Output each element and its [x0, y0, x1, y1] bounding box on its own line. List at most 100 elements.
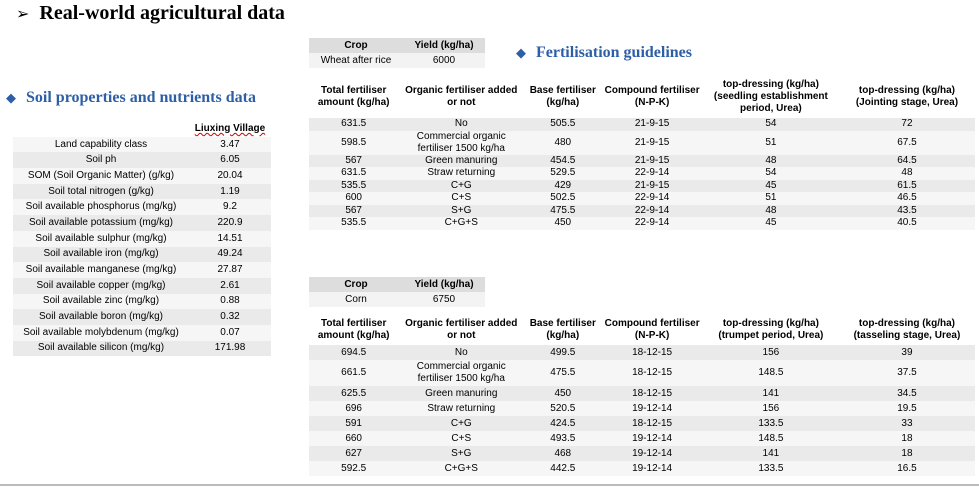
table-cell: 475.5 — [524, 204, 602, 217]
table-cell: 627 — [309, 446, 399, 461]
page-title: ➢ Real-world agricultural data — [16, 2, 285, 25]
table-row: Soil available copper (mg/kg) 2.61 — [13, 277, 271, 294]
table-cell: 48 — [702, 154, 839, 167]
wheat-crop-table: Crop Yield (kg/ha) Wheat after rice 6000 — [309, 38, 485, 68]
crop-header: Crop — [309, 38, 403, 53]
soil-property-value: 14.51 — [189, 230, 271, 247]
table-row: Soil available zinc (mg/kg) 0.88 — [13, 293, 271, 310]
table-row: Soil available phosphorus (mg/kg) 9.2 — [13, 199, 271, 216]
table-cell: 450 — [524, 386, 602, 401]
table-row: 600 C+S 502.5 22-9-14 51 46.5 — [309, 192, 975, 205]
table-cell: 631.5 — [309, 167, 399, 180]
table-row: Soil available potassium (mg/kg) 220.9 — [13, 215, 271, 231]
table-cell: 156 — [702, 401, 839, 416]
soil-property-value: 2.61 — [189, 277, 271, 294]
table-cell: 18-12-15 — [601, 345, 703, 360]
soil-property-value: 1.19 — [189, 183, 271, 200]
soil-property-value: 0.88 — [189, 293, 271, 310]
table-cell: 592.5 — [309, 461, 399, 476]
table-cell: 156 — [702, 345, 839, 360]
table-cell: 591 — [309, 416, 399, 431]
table-row: Land capability class 3.47 — [13, 136, 271, 153]
table-cell: 493.5 — [524, 431, 602, 446]
corn-crop-table: Crop Yield (kg/ha) Corn 6750 — [309, 277, 485, 307]
table-cell: 133.5 — [702, 416, 839, 431]
column-header: Total fertiliser amount (kg/ha) — [309, 76, 399, 118]
table-cell: 535.5 — [309, 179, 399, 192]
table-cell: Commercial organic fertiliser 1500 kg/ha — [398, 360, 525, 386]
yield-header: Yield (kg/ha) — [403, 277, 485, 292]
soil-property-label: Soil ph — [13, 152, 189, 169]
soil-property-value: 3.47 — [189, 136, 271, 153]
table-cell: 54 — [702, 118, 839, 131]
soil-property-value: 27.87 — [189, 262, 271, 278]
table-cell: 21-9-15 — [601, 179, 703, 192]
soil-heading-text: Soil properties and nutrients data — [26, 89, 256, 106]
table-cell: Green manuring — [398, 154, 525, 167]
table-cell: 22-9-14 — [601, 192, 703, 205]
table-cell: 46.5 — [838, 192, 975, 205]
wheat-fertiliser-table: Total fertiliser amount (kg/ha) Organic f… — [309, 76, 975, 230]
fert-section-heading: ◆ Fertilisation guidelines — [516, 44, 692, 62]
table-cell: 19-12-14 — [601, 401, 703, 416]
table-row: Soil available iron (mg/kg) 49.24 — [13, 246, 271, 263]
table-cell: C+G — [398, 416, 525, 431]
table-cell: 61.5 — [838, 179, 975, 192]
soil-property-label: Soil available iron (mg/kg) — [13, 246, 189, 263]
diamond-bullet-icon: ◆ — [6, 90, 16, 106]
table-cell: 535.5 — [309, 217, 399, 230]
column-header: top-dressing (kg/ha) (tasseling stage, U… — [838, 315, 975, 345]
table-cell: 43.5 — [838, 204, 975, 217]
table-cell: C+S — [398, 192, 525, 205]
table-cell: 148.5 — [702, 360, 839, 386]
table-cell: 598.5 — [309, 130, 399, 155]
table-cell: 696 — [309, 401, 399, 416]
table-cell: 39 — [838, 345, 975, 360]
table-cell: 694.5 — [309, 345, 399, 360]
arrow-bullet-icon: ➢ — [16, 4, 30, 23]
table-cell: Green manuring — [398, 386, 525, 401]
table-cell: 48 — [702, 204, 839, 217]
soil-property-value: 0.32 — [189, 309, 271, 325]
table-cell: 21-9-15 — [601, 154, 703, 167]
table-cell: 19-12-14 — [601, 461, 703, 476]
table-cell: 45 — [702, 217, 839, 230]
table-row: 696 Straw returning 520.5 19-12-14 156 19.5 — [309, 401, 975, 416]
soil-property-label: Soil available molybdenum (mg/kg) — [13, 324, 189, 341]
table-cell: 72 — [838, 118, 975, 131]
column-header: Base fertiliser (kg/ha) — [524, 315, 602, 345]
table-row: 625.5 Green manuring 450 18-12-15 141 34.5 — [309, 386, 975, 401]
table-cell: 468 — [524, 446, 602, 461]
table-row: Soil available silicon (mg/kg) 171.98 — [13, 340, 271, 357]
table-cell: 18-12-15 — [601, 360, 703, 386]
table-cell: 661.5 — [309, 360, 399, 386]
table-cell: 22-9-14 — [601, 217, 703, 230]
table-row: 535.5 C+G+S 450 22-9-14 45 40.5 — [309, 217, 975, 230]
soil-property-label: SOM (Soil Organic Matter) (g/kg) — [13, 168, 189, 184]
table-cell: Straw returning — [398, 401, 525, 416]
table-cell: 16.5 — [838, 461, 975, 476]
soil-property-label: Soil total nitrogen (g/kg) — [13, 183, 189, 200]
table-cell: 502.5 — [524, 192, 602, 205]
table-cell: 37.5 — [838, 360, 975, 386]
table-cell: 442.5 — [524, 461, 602, 476]
yield-value: 6750 — [403, 292, 485, 307]
table-cell: No — [398, 118, 525, 131]
table-cell: C+G+S — [398, 461, 525, 476]
table-cell: 19-12-14 — [601, 446, 703, 461]
table-cell: 18 — [838, 446, 975, 461]
table-row: 631.5 No 505.5 21-9-15 54 72 — [309, 118, 975, 131]
table-cell: 567 — [309, 204, 399, 217]
table-cell: 429 — [524, 179, 602, 192]
table-row: Soil total nitrogen (g/kg) 1.19 — [13, 183, 271, 200]
table-row: 592.5 C+G+S 442.5 19-12-14 133.5 16.5 — [309, 461, 975, 476]
soil-column-header: Liuxing Village — [189, 121, 271, 137]
fert-heading-text: Fertilisation guidelines — [536, 44, 692, 61]
table-cell: 18 — [838, 431, 975, 446]
yield-value: 6000 — [403, 53, 485, 68]
table-cell: 19-12-14 — [601, 431, 703, 446]
column-header: top-dressing (kg/ha) (seedling establish… — [702, 76, 839, 118]
table-row: 627 S+G 468 19-12-14 141 18 — [309, 446, 975, 461]
table-cell: 520.5 — [524, 401, 602, 416]
table-cell: 51 — [702, 192, 839, 205]
